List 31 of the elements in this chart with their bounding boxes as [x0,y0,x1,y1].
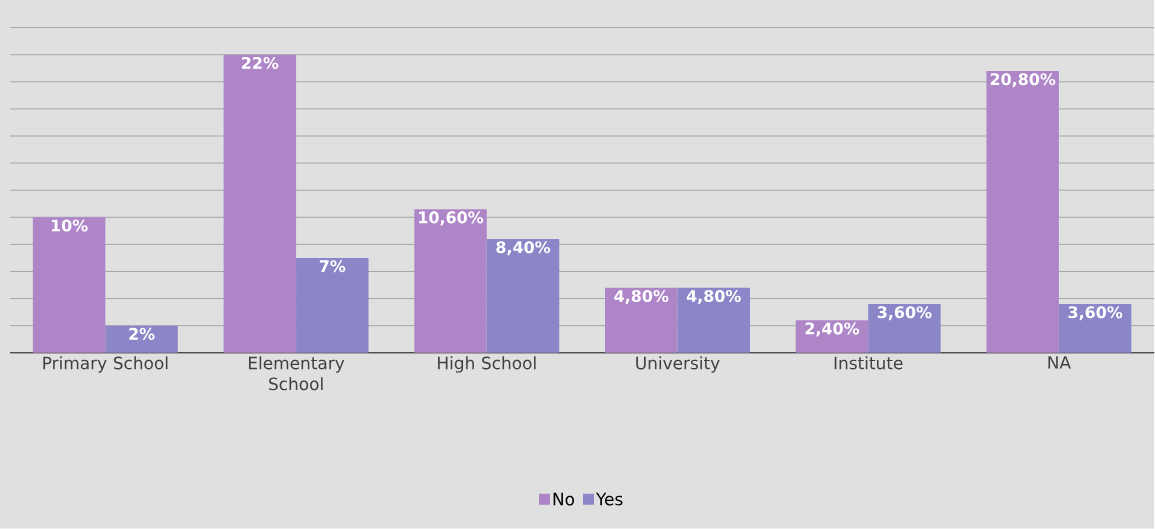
legend-label: Yes [595,493,623,506]
x-tick-label: Institute [834,356,903,370]
bar [868,304,941,353]
x-tick-label: NA [1048,356,1071,369]
data-label: 3,60% [1068,306,1123,321]
bar [296,258,369,353]
data-label: 22% [242,57,279,70]
bar [32,217,106,353]
bar [677,287,750,353]
data-label: 2,40% [805,322,860,337]
bar [1058,304,1132,353]
x-tick-label: Elementary School [249,356,345,391]
data-label: 10% [51,219,88,232]
x-tick-label: University [636,356,720,373]
data-label: 20,80% [990,73,1056,88]
bar [605,287,678,353]
bar [414,209,487,353]
legend-label: No [553,493,575,506]
data-label: 2% [129,328,155,341]
x-tick-label: Primary School [43,356,168,373]
data-label: 7% [319,260,346,273]
data-label: 10,60% [419,211,484,226]
data-label: 3,60% [877,306,932,321]
x-tick-label: High School [438,356,536,373]
bar [486,239,560,353]
data-label: 4,80% [686,290,741,305]
bar [105,325,178,353]
bar [223,54,297,353]
data-label: 4,80% [614,290,669,305]
data-label: 8,40% [496,241,551,256]
bar [986,71,1059,353]
